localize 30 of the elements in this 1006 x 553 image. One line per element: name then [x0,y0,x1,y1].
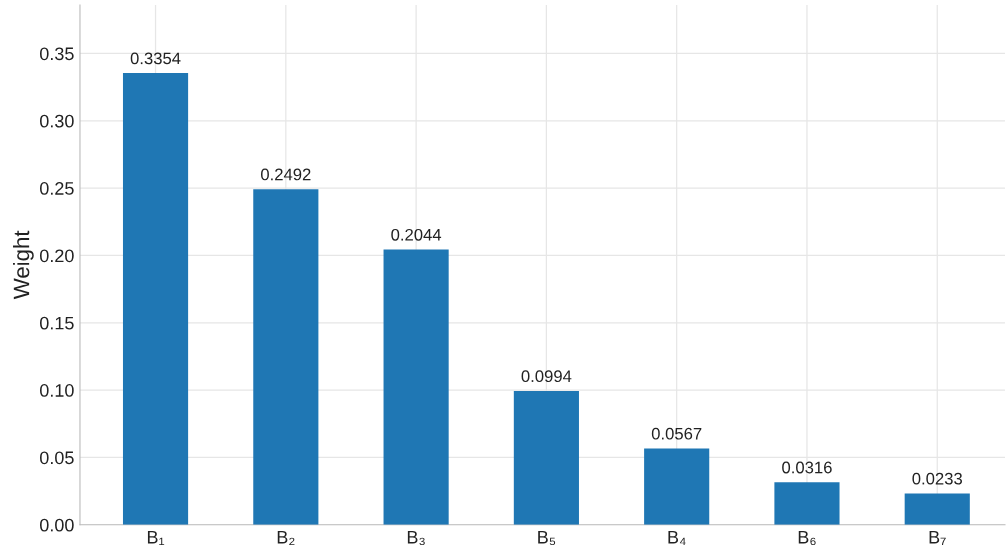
x-tick-label: B₆ [798,531,816,546]
x-tick-label: B₄ [668,531,686,545]
bar [644,448,710,525]
data-label: 0.0316 [782,461,832,474]
y-axis-title: Weight [13,230,34,300]
bar [383,249,449,525]
data-label: 0.2492 [260,168,311,181]
y-tick-label: 0.00 [39,518,74,532]
data-label: 0.2044 [391,228,442,241]
bar [122,73,189,525]
y-tick-label: 0.30 [39,114,74,128]
data-label: 0.0994 [521,370,572,383]
bar [253,189,319,525]
y-tick-label: 0.10 [39,384,74,397]
data-label: 0.0233 [912,472,962,485]
y-tick-label: 0.35 [39,47,74,61]
x-tick-label: B₁ [147,531,165,545]
x-tick-label: B₃ [407,531,425,546]
y-tick-label: 0.15 [39,316,74,330]
bar [904,493,970,525]
data-label: 0.0567 [651,427,702,440]
x-tick-label: B₇ [929,531,946,545]
bar [513,390,579,525]
data-label: 0.3354 [130,52,181,65]
y-tick-label: 0.20 [39,249,74,263]
x-tick-label: B₂ [277,531,295,545]
y-tick-label: 0.25 [39,182,74,195]
y-tick-label: 0.05 [39,451,74,465]
bar [774,482,840,525]
x-tick-label: B₅ [538,531,556,546]
